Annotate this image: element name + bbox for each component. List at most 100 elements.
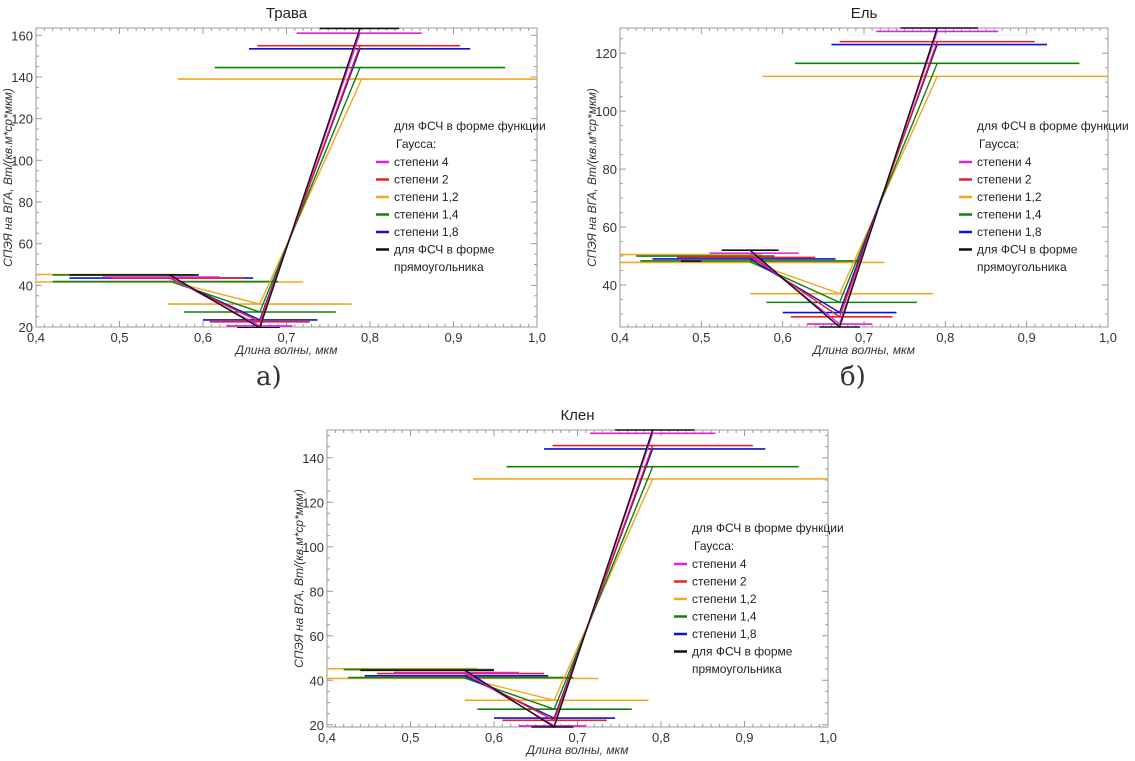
legend-item-label: для ФСЧ в форме: [692, 645, 793, 659]
point-степени-1-8: [463, 675, 466, 677]
x-axis-label: Длина волны, мкм: [525, 743, 629, 757]
x-tick-label: 0,5: [110, 330, 128, 345]
legend-title-line2: Гаусса:: [694, 539, 734, 553]
legend-item-label: степени 1,8: [394, 225, 459, 239]
legend-title-line2: Гаусса:: [396, 137, 436, 151]
legend-item-label: для ФСЧ в форме: [977, 243, 1078, 257]
x-tick-label: 0,4: [27, 330, 45, 345]
point-степени-4: [359, 32, 361, 35]
legend: для ФСЧ в форме функции Гаусса: степени 4 с…: [674, 521, 844, 676]
x-tick-label: 1,0: [819, 730, 837, 745]
point-степени-4: [749, 252, 751, 254]
point-степени-1-4: [258, 311, 261, 313]
plot-frame: [619, 27, 1109, 328]
y-tick-label: 40: [603, 278, 617, 293]
point-степени-1-2: [553, 699, 555, 702]
point-для-фсч-в-форме-прямоугольника: [651, 429, 654, 431]
legend-item-label: степени 1,4: [692, 610, 757, 624]
point-для-фсч-в-форме-прямоугольника: [749, 249, 751, 252]
x-tick-label: 0,4: [318, 730, 336, 745]
x-tick-label: 0,7: [855, 330, 873, 345]
y-tick-label: 40: [310, 673, 324, 688]
y-tick-label: 140: [302, 451, 324, 466]
legend-item-label: степени 4: [394, 155, 449, 169]
x-tick-label: 0,6: [194, 330, 212, 345]
line-степени-4: [749, 31, 938, 326]
legend-title-line1: для ФСЧ в форме функции: [977, 119, 1129, 133]
caption-b: б): [840, 362, 866, 392]
legend-item-label-line2: прямоугольника: [394, 260, 484, 274]
x-tick-label: 0,8: [652, 730, 670, 745]
line-для-фсч-в-форме-прямоугольника: [749, 27, 938, 328]
plot-area: [36, 27, 537, 328]
y-tick-label: 60: [310, 629, 324, 644]
point-степени-2: [838, 316, 841, 318]
legend-item-label: степени 2: [394, 173, 449, 187]
point-степени-1-4: [651, 465, 654, 468]
chart-title: Клен: [560, 407, 594, 424]
point-степени-1-4: [749, 261, 751, 263]
legend-title-line2: Гаусса:: [979, 137, 1019, 151]
legend-item-label: степени 4: [692, 557, 747, 571]
x-tick-label: 0,9: [444, 330, 462, 345]
y-tick-label: 120: [595, 46, 617, 61]
point-степени-2: [359, 44, 361, 47]
point-степени-1-4: [838, 301, 841, 304]
point-степени-1-2: [651, 478, 654, 480]
y-tick-label: 80: [19, 195, 33, 210]
point-для-фсч-в-форме-прямоугольника: [168, 274, 171, 276]
point-для-фсч-в-форме-прямоугольника: [258, 327, 261, 328]
legend-item-label: степени 2: [977, 173, 1032, 187]
x-tick-label: 0,7: [568, 730, 586, 745]
point-для-фсч-в-форме-прямоугольника: [838, 326, 841, 328]
point-степени-1-2: [360, 78, 363, 80]
point-степени-1-4: [168, 280, 171, 282]
legend-item-label-line2: прямоугольника: [692, 662, 782, 676]
point-степени-2: [553, 719, 555, 722]
legend-title-line1: для ФСЧ в форме функции: [394, 119, 546, 133]
legend-item-label: степени 1,2: [977, 190, 1042, 204]
point-степени-1-2: [838, 292, 841, 295]
legend-item-label: для ФСЧ в форме: [394, 243, 495, 257]
point-для-фсч-в-форме-прямоугольника: [553, 726, 555, 728]
x-tick-label: 0,9: [1018, 330, 1036, 345]
point-степени-1-2: [936, 75, 938, 78]
caption-a: а): [256, 362, 282, 392]
point-степени-1-2: [258, 303, 261, 305]
line-степени-1-4: [749, 63, 938, 304]
y-tick-label: 120: [11, 112, 33, 127]
chart-klen: 0,4 0,5 0,6 0,7 0,8 0,9 1,0 20 40 60 80 100 120 140 Кл…: [285, 400, 845, 761]
line-для-фсч-в-форме-прямоугольника: [169, 28, 361, 328]
y-tick-label: 60: [19, 237, 33, 252]
y-tick-label: 20: [310, 718, 324, 733]
point-степени-1-4: [463, 677, 466, 679]
y-tick-label: 140: [11, 70, 33, 85]
y-tick-label: 120: [302, 495, 324, 510]
x-tick-label: 1,0: [1099, 330, 1117, 345]
y-tick-label: 100: [11, 153, 33, 168]
legend-item-label: степени 1,2: [692, 592, 757, 606]
legend-item-label: степени 1,8: [692, 627, 757, 641]
point-степени-1-4: [359, 66, 361, 69]
legend-item-label-line2: прямоугольника: [977, 260, 1067, 274]
line-степени-1-8: [169, 48, 361, 321]
point-степени-2: [936, 40, 938, 43]
y-axis-label: СПЭЯ на ВГА, Вт/(кв.м*ср*мкм): [292, 489, 306, 668]
x-axis-label: Длина волны, мкм: [234, 343, 338, 357]
y-tick-label: 160: [11, 28, 33, 43]
x-tick-label: 1,0: [528, 330, 546, 345]
y-axis-label: СПЭЯ на ВГА, Вт/(кв.м*ср*мкм): [1, 88, 15, 267]
legend-item-label: степени 4: [977, 155, 1032, 169]
legend-item-label: степени 1,2: [394, 190, 459, 204]
line-для-фсч-в-форме-прямоугольника: [464, 429, 654, 728]
chart-el: 0,4 0,5 0,6 0,7 0,8 0,9 1,0 40 60 80 100 120 Ель Длин…: [575, 0, 1135, 357]
point-степени-1-4: [936, 62, 938, 65]
point-для-фсч-в-форме-прямоугольника: [936, 27, 938, 29]
legend-title-line1: для ФСЧ в форме функции: [692, 521, 844, 535]
point-степени-2: [258, 320, 261, 323]
point-степени-4: [168, 276, 171, 278]
legend: для ФСЧ в форме функции Гаусса: степени 4 с…: [376, 119, 546, 274]
x-tick-label: 0,6: [774, 330, 792, 345]
x-tick-label: 0,6: [485, 730, 503, 745]
y-tick-label: 100: [302, 540, 324, 555]
